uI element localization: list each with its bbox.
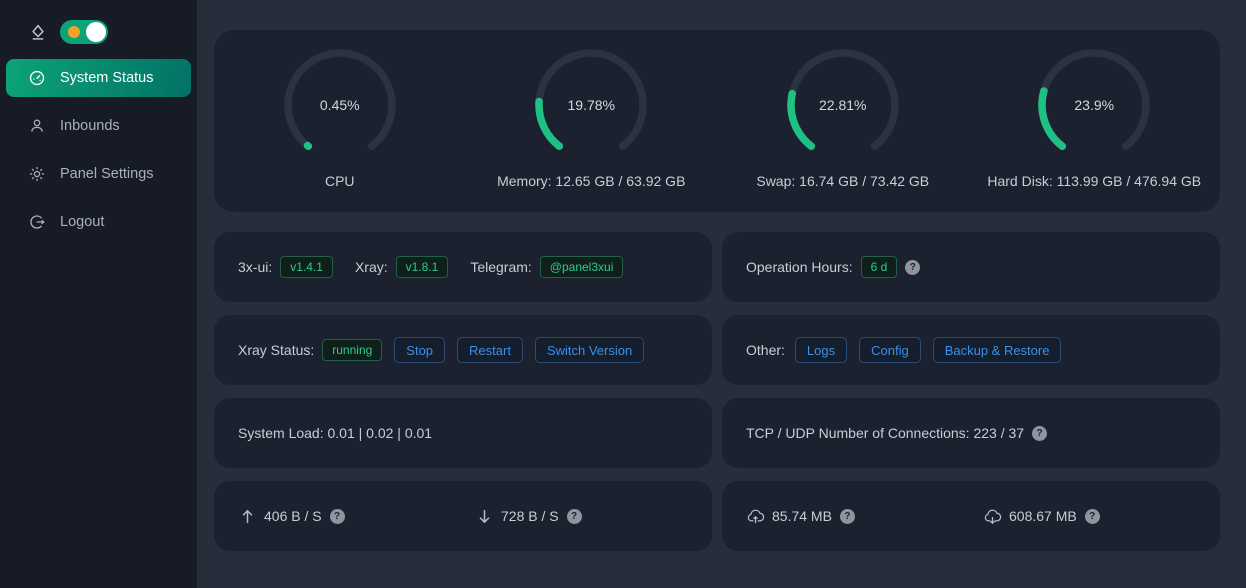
xray-version-label: Xray:	[354, 259, 388, 275]
memory-label: Memory: 12.65 GB / 63.92 GB	[497, 173, 686, 189]
theme-row	[0, 0, 197, 46]
help-icon[interactable]: ?	[566, 508, 582, 524]
sidebar-item-logout[interactable]: Logout	[6, 203, 191, 241]
upload-speed: 406 B / S ?	[238, 507, 475, 526]
gear-icon	[28, 165, 46, 183]
sidebar-item-system-status[interactable]: System Status	[6, 59, 191, 97]
total-download-value: 608.67 MB	[1009, 508, 1077, 524]
logs-button[interactable]: Logs	[794, 337, 848, 363]
xray-status-card: Xray Status: running Stop Restart Switch…	[214, 315, 712, 385]
backup-restore-button[interactable]: Backup & Restore	[932, 337, 1062, 363]
swap-label: Swap: 16.74 GB / 73.42 GB	[756, 173, 930, 189]
sidebar-menu: System Status Inbounds Panel Settings	[0, 59, 197, 241]
cpu-label: CPU	[324, 173, 355, 189]
main-content: 0.45% CPU 19.78% Memory: 12.65 GB / 63.9…	[197, 0, 1246, 588]
network-speed-card: 406 B / S ? 728 B / S ?	[214, 481, 712, 551]
arrow-down-icon	[475, 507, 494, 526]
cloud-download-icon	[983, 507, 1002, 526]
sidebar-item-label: System Status	[60, 70, 154, 86]
operation-hours-card: Operation Hours: 6 d ?	[722, 232, 1220, 302]
system-load-text: System Load: 0.01 | 0.02 | 0.01	[238, 425, 433, 441]
connections-card: TCP / UDP Number of Connections: 223 / 3…	[722, 398, 1220, 468]
total-download: 608.67 MB ?	[983, 507, 1220, 526]
gauge-swap: 22.81% Swap: 16.74 GB / 73.42 GB	[717, 30, 969, 212]
info-grid: 3x-ui: v1.4.1 Xray: v1.8.1 Telegram: @pa…	[214, 232, 1220, 551]
dashboard-icon	[28, 69, 46, 87]
stop-button[interactable]: Stop	[394, 337, 446, 363]
swap-percent: 22.81%	[819, 97, 867, 113]
operation-hours-label: Operation Hours:	[746, 259, 853, 275]
download-speed: 728 B / S ?	[475, 507, 712, 526]
telegram-tag[interactable]: @panel3xui	[539, 256, 624, 278]
config-button[interactable]: Config	[859, 337, 921, 363]
system-gauges-card: 0.45% CPU 19.78% Memory: 12.65 GB / 63.9…	[214, 30, 1220, 212]
help-icon[interactable]: ?	[1032, 425, 1048, 441]
user-icon	[28, 117, 46, 135]
gauge-memory: 19.78% Memory: 12.65 GB / 63.92 GB	[466, 30, 718, 212]
other-actions-card: Other: Logs Config Backup & Restore	[722, 315, 1220, 385]
telegram-label: Telegram:	[470, 259, 532, 275]
total-traffic-card: 85.74 MB ? 608.67 MB ?	[722, 481, 1220, 551]
sidebar-item-label: Inbounds	[60, 118, 120, 134]
cpu-percent: 0.45%	[319, 97, 360, 113]
hard-disk-gauge-ring: 23.9%	[1034, 45, 1154, 165]
help-icon[interactable]: ?	[839, 508, 855, 524]
download-speed-value: 728 B / S	[501, 508, 559, 524]
versions-card: 3x-ui: v1.4.1 Xray: v1.8.1 Telegram: @pa…	[214, 232, 712, 302]
help-icon[interactable]: ?	[1084, 508, 1100, 524]
gauge-hard-disk: 23.9% Hard Disk: 113.99 GB / 476.94 GB	[969, 30, 1221, 212]
xray-version-tag: v1.8.1	[395, 256, 449, 278]
cloud-upload-icon	[746, 507, 765, 526]
operation-hours-tag: 6 d	[860, 256, 898, 278]
help-icon[interactable]: ?	[905, 259, 921, 275]
sidebar-item-label: Logout	[60, 214, 105, 230]
sidebar-item-inbounds[interactable]: Inbounds	[6, 107, 191, 145]
bg-colors-icon	[29, 23, 47, 41]
restart-button[interactable]: Restart	[457, 337, 523, 363]
toggle-knob	[86, 22, 106, 42]
xui-version-label: 3x-ui:	[238, 259, 273, 275]
xray-status-tag: running	[322, 339, 383, 361]
cpu-gauge-ring: 0.45%	[280, 45, 400, 165]
dark-mode-toggle[interactable]	[60, 20, 108, 44]
help-icon[interactable]: ?	[329, 508, 345, 524]
hard-disk-label: Hard Disk: 113.99 GB / 476.94 GB	[987, 173, 1202, 189]
sun-icon	[68, 26, 80, 38]
sidebar-item-panel-settings[interactable]: Panel Settings	[6, 155, 191, 193]
sidebar-item-label: Panel Settings	[60, 166, 154, 182]
memory-percent: 19.78%	[567, 97, 615, 113]
arrow-up-icon	[238, 507, 257, 526]
other-label: Other:	[746, 342, 785, 358]
logout-icon	[28, 213, 46, 231]
swap-gauge-ring: 22.81%	[783, 45, 903, 165]
total-upload: 85.74 MB ?	[746, 507, 983, 526]
memory-gauge-ring: 19.78%	[531, 45, 651, 165]
gauge-cpu: 0.45% CPU	[214, 30, 466, 212]
total-upload-value: 85.74 MB	[772, 508, 832, 524]
upload-speed-value: 406 B / S	[264, 508, 322, 524]
hard-disk-percent: 23.9%	[1074, 97, 1115, 113]
switch-version-button[interactable]: Switch Version	[534, 337, 645, 363]
system-load-card: System Load: 0.01 | 0.02 | 0.01	[214, 398, 712, 468]
xray-status-label: Xray Status:	[238, 342, 315, 358]
sidebar: System Status Inbounds Panel Settings	[0, 0, 197, 588]
connections-text: TCP / UDP Number of Connections: 223 / 3…	[746, 425, 1025, 441]
xui-version-tag: v1.4.1	[280, 256, 333, 278]
